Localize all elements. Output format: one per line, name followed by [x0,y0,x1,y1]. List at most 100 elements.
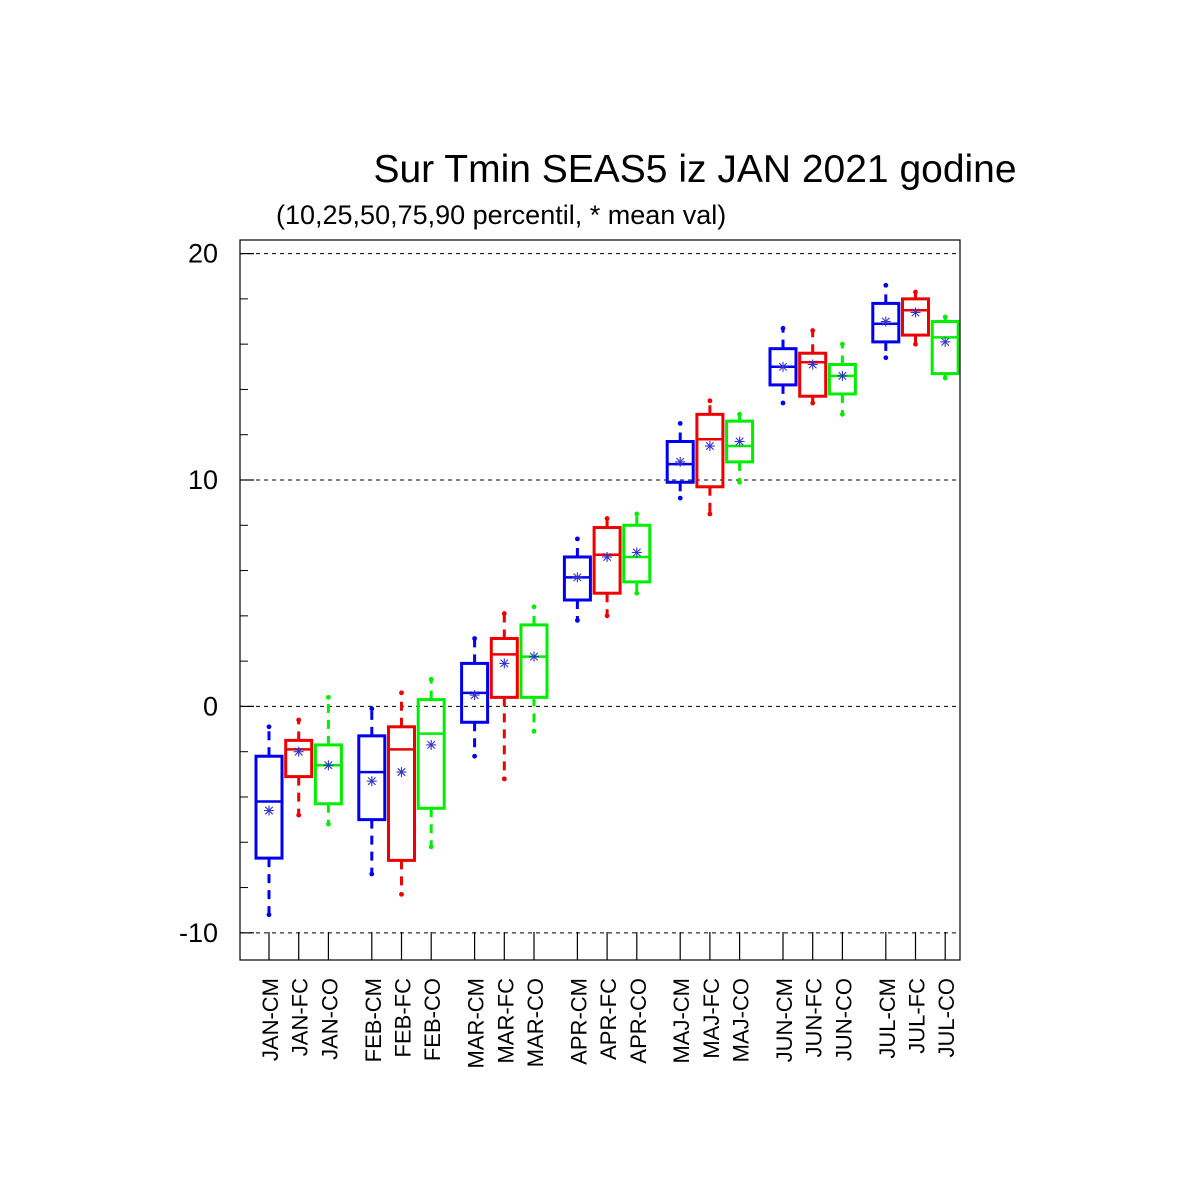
box-feb-co [416,676,446,850]
p10-dot [296,812,302,818]
box-jun-cm [768,325,798,406]
p10-dot [501,776,507,782]
box-feb-cm [357,706,387,877]
x-tick-label: JUN-FC [802,978,827,1058]
mean-stroke [602,552,612,562]
mean-marker [396,767,407,778]
iqr-box [901,297,930,337]
x-tick-label: APR-CM [566,978,591,1065]
x-tick-label: MAR-CM [464,978,489,1068]
p90-dot [942,314,948,320]
mean-stroke [470,690,479,700]
p90-dot [531,604,537,610]
box-jul-cm [871,282,901,361]
x-tick-label: MAJ-FC [699,978,724,1059]
chart-subtitle: (10,25,50,75,90 percentil, * mean val) [276,200,727,230]
p90-dot [472,636,477,641]
mean-marker [426,739,437,750]
mean-stroke [500,659,509,668]
box-jun-fc [798,328,828,406]
box-apr-cm [562,536,592,623]
mean-stroke [264,806,274,815]
p90-dot [707,398,713,404]
iqr-box [725,419,755,464]
y-tick-label: 20 [188,239,218,269]
box-maj-cm [665,420,695,501]
x-tick-label: MAR-CO [523,978,548,1067]
box-jan-co [313,694,343,827]
p10-dot [604,613,610,619]
box-jul-co [930,314,960,381]
mean-stroke [941,337,950,347]
x-tick-label: APR-CO [626,978,651,1064]
p10-dot [707,511,713,517]
p10-dot [472,753,477,759]
mean-marker [807,359,818,370]
mean-marker [323,760,334,771]
p10-dot [677,495,683,501]
mean-marker [704,441,715,452]
mean-marker [366,776,377,787]
mean-marker [837,370,848,381]
mean-stroke [881,317,890,326]
p10-dot [369,871,375,877]
p90-dot [737,411,742,417]
x-tick-label: FEB-CO [420,978,445,1061]
iqr-box [313,743,343,806]
mean-stroke [324,761,333,770]
p90-dot [501,611,507,616]
p90-dot [634,511,640,517]
box-jan-fc [284,717,314,818]
x-tick-label: JUL-CO [934,978,959,1057]
box-apr-co [622,511,652,596]
mean-stroke [676,457,685,467]
mean-stroke [573,573,582,582]
x-tick-label: APR-FC [596,978,621,1060]
iqr-box [827,363,857,396]
iqr-box [798,351,828,398]
p90-dot [780,325,786,331]
p90-dot [575,536,580,542]
mean-stroke [808,360,817,369]
box-feb-fc [387,690,416,897]
iqr-box [489,636,519,699]
mean-marker [778,361,788,372]
mean-marker [675,456,686,467]
mean-marker [264,805,274,816]
x-tick-label: JUL-CM [875,978,900,1059]
y-tick-label: -10 [179,918,218,948]
p10-dot [810,400,816,406]
p90-dot [296,717,302,723]
mean-stroke [911,308,920,317]
mean-stroke [838,371,847,380]
x-tick-label: JAN-CM [258,978,283,1061]
mean-stroke [632,548,641,557]
mean-stroke [397,767,406,777]
p90-dot [428,676,434,682]
mean-stroke [778,362,788,371]
x-tick-label: JAN-FC [288,978,313,1056]
box-jul-fc [901,289,930,347]
chart-title: Sur Tmin SEAS5 iz JAN 2021 godine [373,148,1017,191]
box-mar-co [519,604,549,734]
box-jan-cm [254,724,284,918]
mean-marker [631,547,642,558]
iqr-box [592,526,622,595]
mean-marker [910,307,921,318]
x-tick-label: JUL-FC [905,978,930,1054]
p10-dot [575,617,580,623]
p90-dot [840,341,845,347]
axis-ticks [240,252,946,960]
p10-dot [840,411,845,417]
mean-stroke [367,776,376,786]
iqr-box [357,734,387,822]
x-tick-label: FEB-CM [361,978,386,1062]
box-maj-co [725,411,755,485]
p90-dot [399,690,404,696]
iqr-box [930,320,960,376]
x-tick-label: MAJ-CO [729,978,754,1062]
mean-stroke [294,747,303,756]
p10-dot [737,479,742,485]
p10-dot [531,728,537,734]
